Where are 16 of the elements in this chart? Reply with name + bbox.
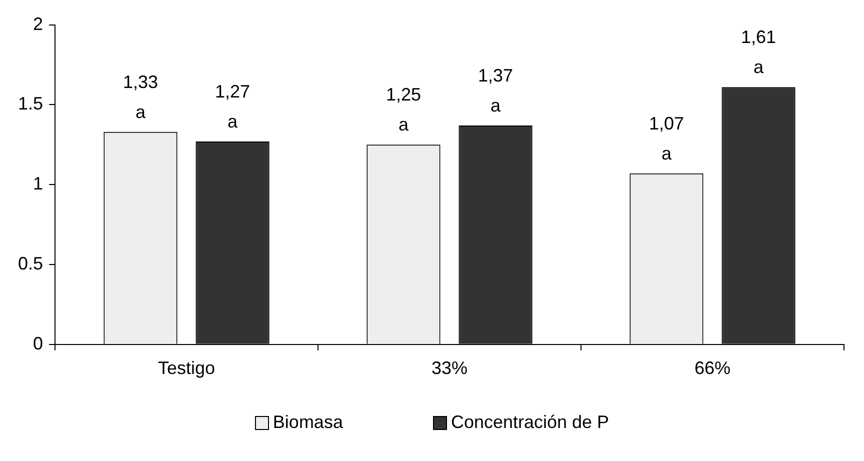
legend-label: Biomasa [272, 412, 343, 433]
x-tick-label: 33% [431, 358, 468, 378]
data-label: 1,61 a [741, 27, 776, 78]
data-label: 1,33 a [122, 72, 158, 122]
data-label: 1,27 a [215, 81, 250, 132]
data-label: 1,37 a [478, 65, 514, 116]
legend-label: Concentración de P [450, 412, 610, 433]
y-tick-label: 0 [33, 333, 44, 354]
x-tick-label: 66% [694, 358, 731, 378]
data-label: 1,25 a [386, 84, 422, 135]
y-tick-label: 1 [33, 174, 44, 194]
data-label: 1,07 a [648, 113, 684, 164]
y-tick-label: 2 [33, 14, 44, 34]
x-tick-label: Testigo [158, 358, 216, 378]
y-tick-label: 1.5 [18, 94, 44, 114]
y-tick-label: 0.5 [18, 253, 44, 274]
